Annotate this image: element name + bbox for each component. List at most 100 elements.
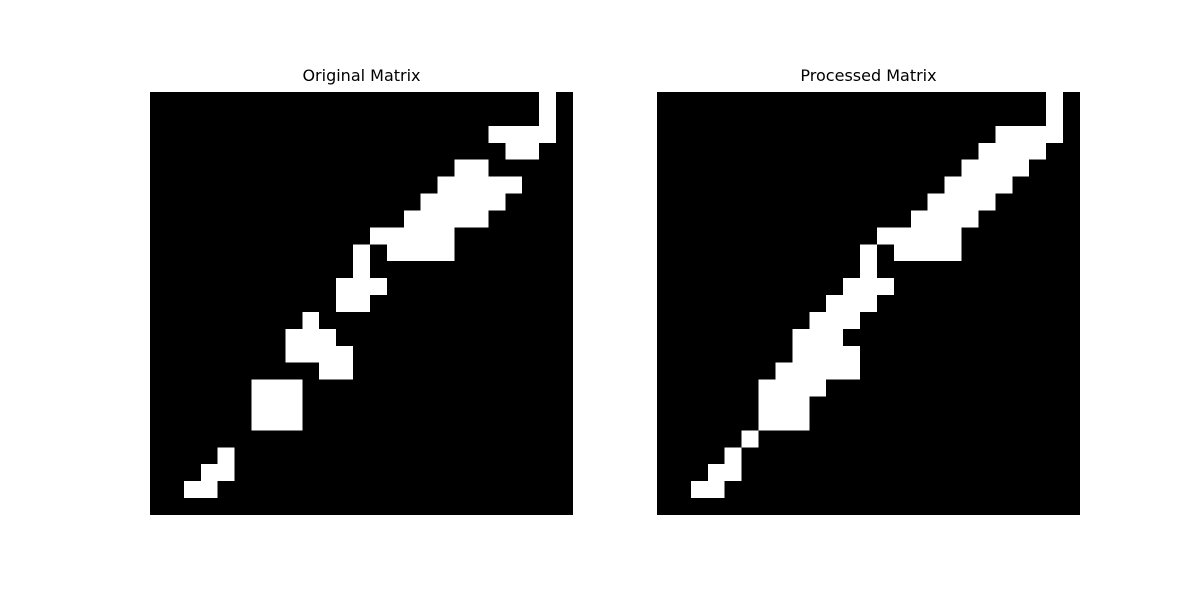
heatmap-cell-r22-c8: [285, 464, 303, 482]
heatmap-cell-r11-c7: [775, 278, 793, 296]
heatmap-cell-r2-c6: [758, 125, 776, 144]
heatmap-cell-r10-c15: [403, 261, 422, 279]
heatmap-cell-r2-c24: [1063, 125, 1080, 144]
heatmap-cell-r0-c4: [217, 92, 235, 110]
heatmap-cell-r23-c21: [505, 481, 523, 499]
heatmap-cell-r18-c4: [724, 396, 742, 414]
heatmap-cell-r17-c24: [1063, 379, 1080, 397]
heatmap-cell-r11-c4: [724, 278, 742, 296]
heatmap-cell-r22-c1: [673, 464, 692, 482]
heatmap-cell-r0-c6: [758, 92, 776, 110]
heatmap-cell-r1-c22: [522, 108, 540, 127]
heatmap-cell-r12-c16: [420, 295, 439, 313]
heatmap-cell-r20-c10: [319, 430, 337, 448]
heatmap-cell-r21-c2: [183, 447, 202, 465]
heatmap-cell-r18-c9: [302, 396, 320, 414]
heatmap-cell-r16-c16: [927, 362, 946, 381]
heatmap-cell-r10-c0: [150, 261, 168, 279]
heatmap-cell-r16-c20: [995, 362, 1013, 381]
heatmap-cell-r2-c22: [1029, 125, 1047, 144]
heatmap-cell-r18-c18: [454, 396, 472, 414]
heatmap-cell-r18-c7: [775, 396, 793, 414]
heatmap-cell-r23-c20: [995, 481, 1013, 499]
heatmap-cell-r17-c2: [183, 379, 202, 397]
heatmap-cell-r10-c23: [1046, 261, 1064, 279]
heatmap-cell-r20-c4: [724, 430, 742, 448]
chart-title-original: Original Matrix: [302, 66, 421, 85]
heatmap-cell-r0-c16: [420, 92, 439, 110]
heatmap-cell-r22-c9: [809, 464, 827, 482]
heatmap-cell-r21-c12: [860, 447, 878, 465]
heatmap-cell-r0-c15: [910, 92, 929, 110]
heatmap-cell-r1-c24: [556, 108, 573, 127]
heatmap-cell-r17-c2: [690, 379, 709, 397]
heatmap-cell-r2-c22: [522, 125, 540, 144]
heatmap-cell-r4-c20: [488, 159, 506, 177]
heatmap-cell-r2-c3: [200, 125, 219, 144]
heatmap-cell-r12-c2: [690, 295, 709, 313]
heatmap-cell-r17-c9: [809, 379, 827, 397]
heatmap-cell-r16-c11: [843, 362, 861, 381]
heatmap-cell-r18-c21: [1012, 396, 1030, 414]
heatmap-cell-r1-c1: [673, 108, 692, 127]
heatmap-cell-r4-c8: [285, 159, 303, 177]
heatmap-cell-r18-c23: [1046, 396, 1064, 414]
heatmap-cell-r6-c22: [1029, 193, 1047, 211]
heatmap-cell-r13-c5: [741, 311, 759, 330]
heatmap-cell-r21-c2: [690, 447, 709, 465]
heatmap-cell-r8-c16: [927, 227, 946, 245]
heatmap-cell-r23-c18: [961, 481, 979, 499]
heatmap-cell-r9-c10: [826, 244, 844, 262]
heatmap-cell-r1-c5: [741, 108, 759, 127]
heatmap-cell-r7-c2: [690, 210, 709, 228]
heatmap-cell-r18-c2: [183, 396, 202, 414]
heatmap-cell-r24-c5: [234, 498, 252, 515]
heatmap-cell-r0-c3: [707, 92, 726, 110]
heatmap-cell-r2-c16: [420, 125, 439, 144]
heatmap-cell-r17-c23: [1046, 379, 1064, 397]
heatmap-cell-r5-c18: [961, 176, 979, 194]
heatmap-cell-r0-c11: [336, 92, 354, 110]
heatmap-cell-r19-c3: [707, 413, 726, 431]
heatmap-cell-r24-c21: [505, 498, 523, 515]
heatmap-cell-r2-c16: [927, 125, 946, 144]
heatmap-cell-r7-c18: [961, 210, 979, 228]
heatmap-cell-r4-c19: [471, 159, 489, 177]
heatmap-cell-r17-c10: [826, 379, 844, 397]
heatmap-cell-r19-c22: [1029, 413, 1047, 431]
heatmap-cell-r9-c9: [302, 244, 320, 262]
heatmap-cell-r15-c10: [319, 345, 337, 364]
heatmap-cell-r20-c12: [860, 430, 878, 448]
heatmap-cell-r11-c0: [150, 278, 168, 296]
heatmap-cell-r13-c17: [944, 311, 962, 330]
heatmap-cell-r21-c4: [217, 447, 235, 465]
heatmap-cell-r14-c14: [893, 328, 912, 347]
heatmap-cell-r2-c20: [995, 125, 1013, 144]
heatmap-cell-r6-c10: [319, 193, 337, 211]
heatmap-cell-r4-c1: [673, 159, 692, 177]
heatmap-cell-r1-c19: [978, 108, 996, 127]
heatmap-cell-r14-c11: [336, 328, 354, 347]
heatmap-cell-r22-c14: [893, 464, 912, 482]
heatmap-cell-r24-c14: [893, 498, 912, 515]
heatmap-cell-r4-c5: [234, 159, 252, 177]
heatmap-cell-r19-c16: [420, 413, 439, 431]
heatmap-cell-r2-c15: [910, 125, 929, 144]
heatmap-cell-r14-c1: [166, 328, 185, 347]
heatmap-cell-r12-c0: [150, 295, 168, 313]
heatmap-cell-r22-c16: [420, 464, 439, 482]
heatmap-cell-r17-c18: [454, 379, 472, 397]
heatmap-cell-r15-c17: [944, 345, 962, 364]
heatmap-cell-r15-c2: [183, 345, 202, 364]
heatmap-cell-r20-c13: [876, 430, 895, 448]
heatmap-cell-r0-c16: [927, 92, 946, 110]
heatmap-cell-r15-c8: [285, 345, 303, 364]
heatmap-cell-r21-c0: [150, 447, 168, 465]
heatmap-cell-r15-c14: [386, 345, 405, 364]
heatmap-cell-r12-c3: [200, 295, 219, 313]
heatmap-cell-r3-c9: [809, 142, 827, 161]
heatmap-cell-r11-c11: [843, 278, 861, 296]
heatmap-cell-r4-c13: [876, 159, 895, 177]
heatmap-cell-r6-c4: [724, 193, 742, 211]
heatmap-cell-r11-c5: [741, 278, 759, 296]
